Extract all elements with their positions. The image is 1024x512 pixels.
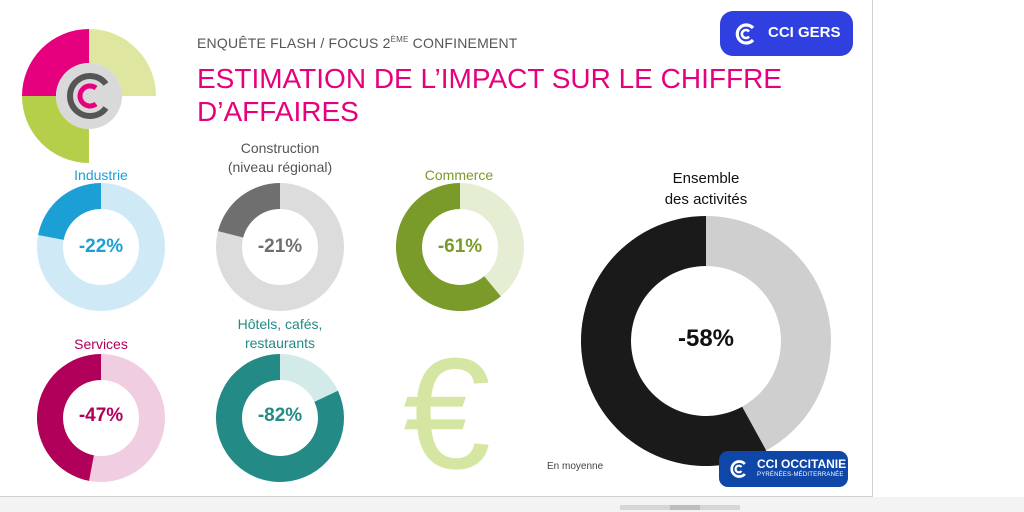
cci-occitanie-sublabel: PYRÉNÉES-MÉDITERRANÉE — [757, 472, 844, 478]
value-commerce: -61% — [437, 236, 483, 257]
donut-segment-hotels — [216, 354, 344, 482]
page-title: ESTIMATION DE L’IMPACT SUR LE CHIFFRE D’… — [197, 63, 782, 127]
label-hotels: Hôtels, cafés, restaurants — [237, 316, 323, 351]
label-services: Services — [74, 336, 128, 352]
donut-segment-construction — [218, 183, 280, 238]
cci-logo-icon — [730, 460, 746, 478]
donut-segment-ensemble — [581, 216, 767, 466]
average-note: En moyenne — [547, 461, 604, 472]
donut-segment-commerce — [395, 183, 501, 311]
cci-logo-icon — [735, 23, 755, 45]
value-construction: -21% — [257, 236, 303, 257]
euro-icon: € — [403, 326, 491, 502]
cci-occitanie-label: CCI OCCITANIE — [757, 457, 847, 471]
label-industrie: Industrie — [74, 167, 128, 183]
cci-gers-label: CCI GERS — [768, 24, 841, 41]
slide: ENQUÊTE FLASH / FOCUS 2ÈME CONFINEMENT E… — [0, 0, 873, 497]
donut-segment-industrie — [38, 183, 101, 240]
label-ensemble: Ensemble des activités — [664, 170, 748, 208]
donut-charts — [36, 183, 831, 482]
bottom-scroll-strip — [0, 497, 1024, 512]
value-hotels: -82% — [257, 405, 303, 426]
label-construction: Construction (niveau régional) — [227, 140, 333, 175]
value-industrie: -22% — [78, 236, 124, 257]
cci-gers-badge: CCI GERS — [720, 11, 853, 56]
value-services: -47% — [78, 405, 124, 426]
kicker: ENQUÊTE FLASH / FOCUS 2ÈME CONFINEMENT — [197, 35, 518, 51]
label-commerce: Commerce — [424, 167, 494, 183]
cci-occitanie-badge: CCI OCCITANIE PYRÉNÉES-MÉDITERRANÉE — [719, 451, 848, 487]
donut-segment-services — [36, 354, 101, 481]
cci-ring-logo-icon — [22, 29, 156, 163]
value-ensemble: -58% — [677, 325, 735, 352]
